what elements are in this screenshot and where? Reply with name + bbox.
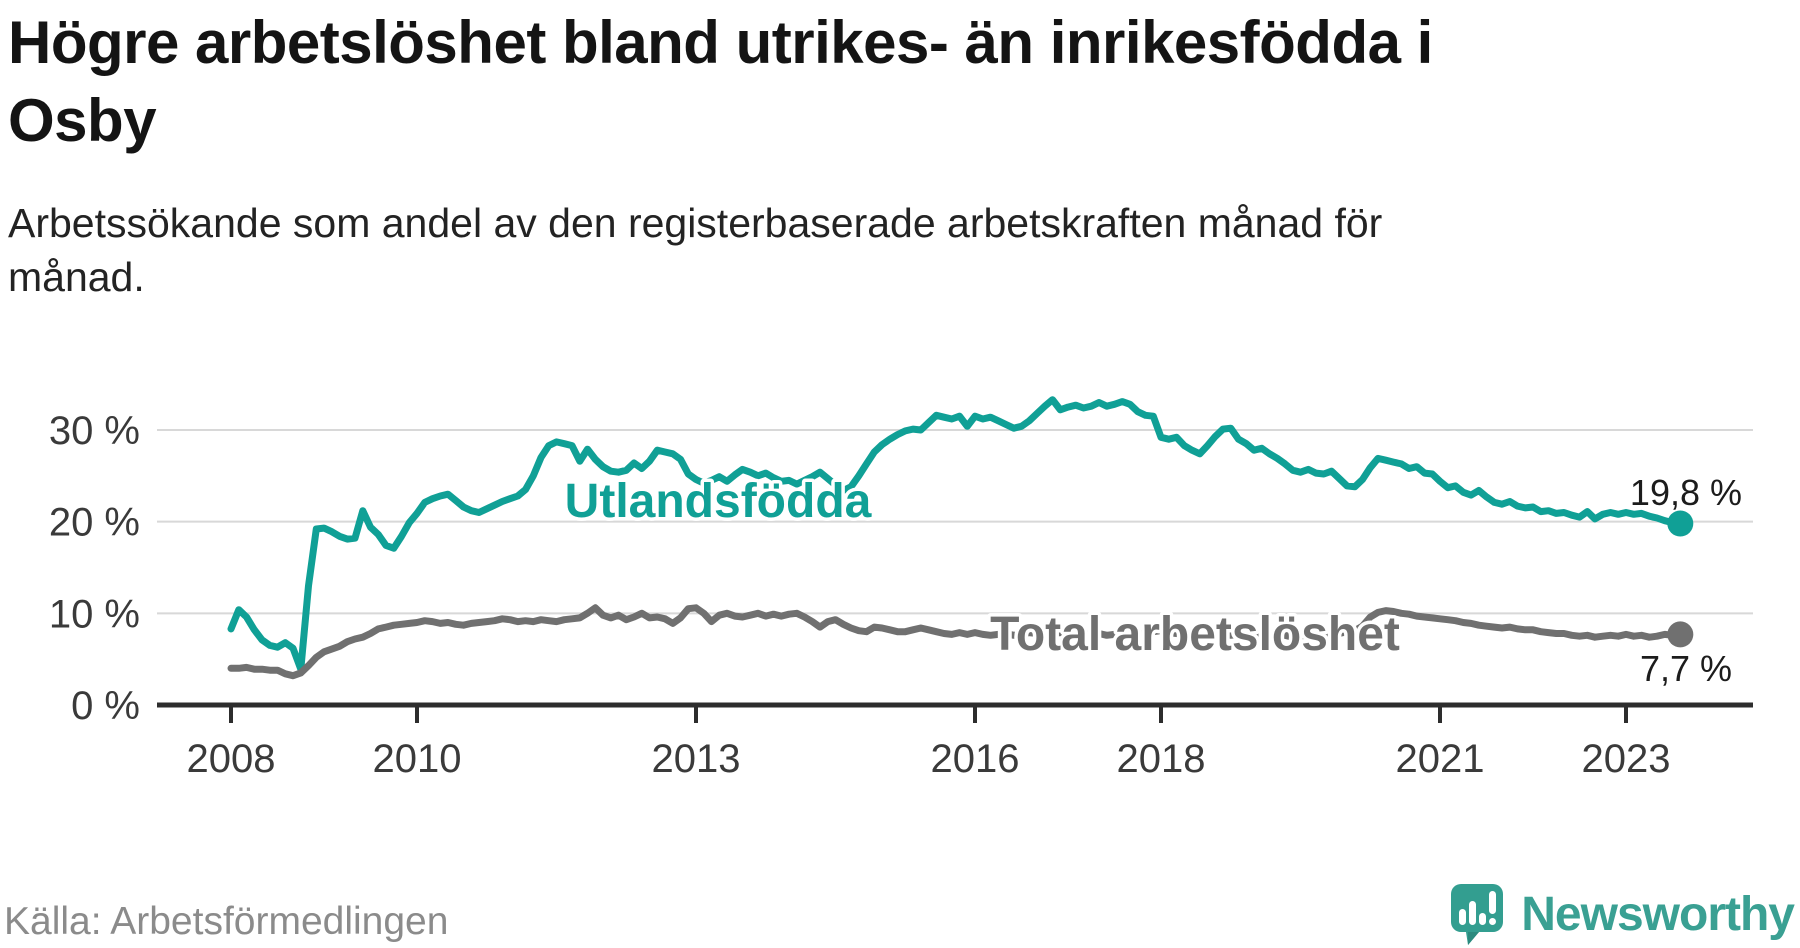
x-tick-label: 2018	[1117, 737, 1206, 781]
series-total: Total arbetslöshet 7,7 %	[227, 604, 1732, 689]
x-tick-label: 2013	[652, 737, 741, 781]
series-label: Utlandsfödda	[565, 475, 872, 528]
x-tick-label: 2008	[187, 737, 276, 781]
title-line-2: Osby	[8, 87, 157, 154]
title-line-1: Högre arbetslöshet bland utrikes- än inr…	[8, 9, 1433, 76]
subtitle-line-2: månad.	[8, 254, 145, 300]
x-tick-label: 2023	[1582, 737, 1671, 781]
y-tick-label: 30 %	[49, 409, 140, 453]
line-chart: Utlandsfödda 19,8 % Total arbetslöshet 7,7 …	[49, 396, 1753, 781]
newsworthy-wordmark: Newsworthy	[1521, 888, 1795, 941]
source-note: Källa: Arbetsförmedlingen	[4, 900, 449, 943]
y-tick-label: 10 %	[49, 592, 140, 636]
x-tick-label: 2010	[373, 737, 462, 781]
series-line	[227, 604, 1684, 680]
series-label: Total arbetslöshet	[990, 608, 1400, 661]
chart-subtitle: Arbetssökande som andel av den registerb…	[8, 196, 1382, 304]
y-tick-label: 0 %	[71, 684, 140, 728]
y-tick-label: 20 %	[49, 501, 140, 545]
series-end-dot	[1667, 510, 1694, 537]
gridlines	[157, 428, 1753, 615]
page-title: Högre arbetslöshet bland utrikes- än inr…	[8, 4, 1433, 160]
x-tick-label: 2021	[1396, 737, 1485, 781]
subtitle-line-1: Arbetssökande som andel av den registerb…	[8, 200, 1383, 246]
x-tick-label: 2016	[931, 737, 1020, 781]
series-utlandsfodda: Utlandsfödda 19,8 %	[227, 396, 1742, 673]
x-axis: 2008 2010 2013 2016 2018 2021 2023	[157, 702, 1753, 781]
newsworthy-logo: Newsworthy	[1451, 882, 1795, 948]
series-line	[227, 396, 1684, 673]
series-end-value-label: 7,7 %	[1640, 648, 1732, 689]
series-end-dot	[1667, 621, 1694, 648]
newsworthy-bubble-chart-icon	[1451, 884, 1504, 945]
series-end-value-label: 19,8 %	[1630, 472, 1742, 513]
y-axis: 0 % 10 % 20 % 30 %	[49, 409, 140, 728]
